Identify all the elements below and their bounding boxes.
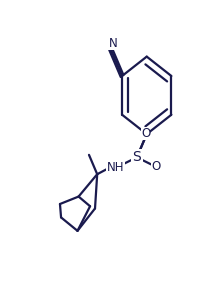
Text: O: O [151,160,161,173]
Text: S: S [132,150,141,164]
Text: O: O [141,127,150,140]
Text: NH: NH [107,162,124,175]
Text: N: N [108,37,117,50]
